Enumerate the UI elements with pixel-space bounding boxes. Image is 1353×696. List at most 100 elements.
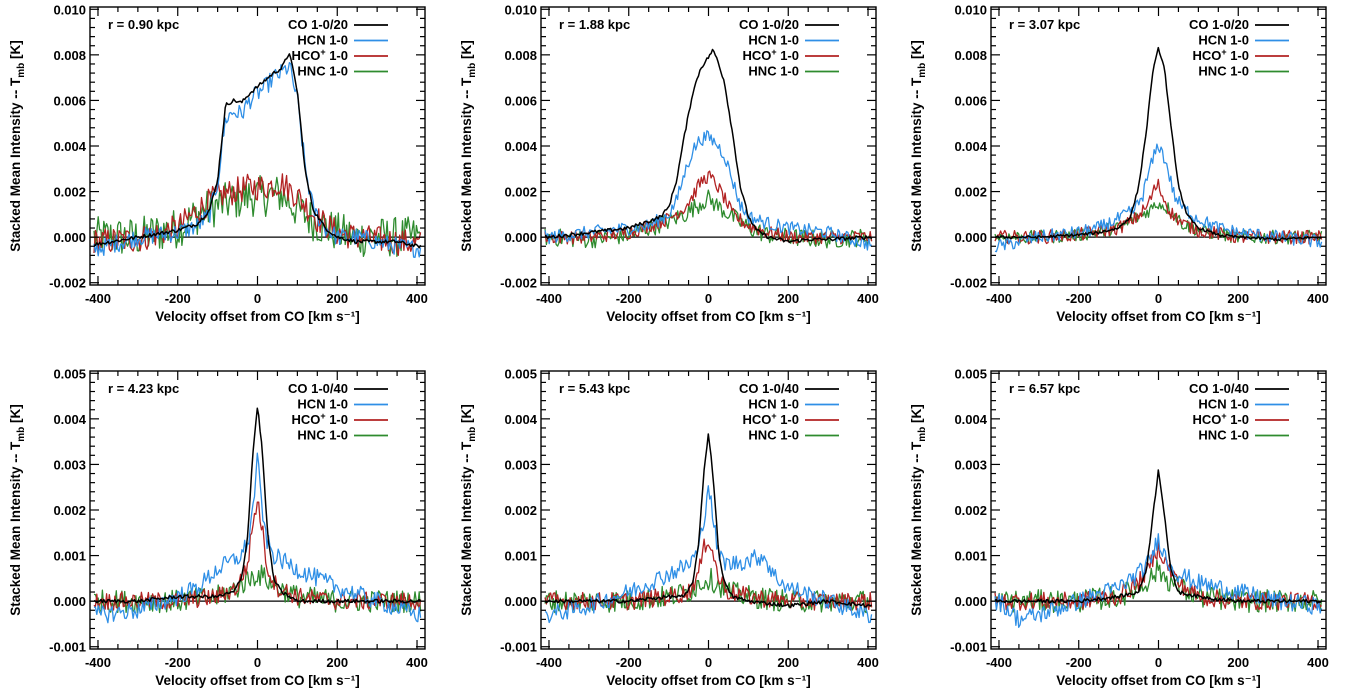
legend-entry-hcn: HCN 1-0	[748, 33, 839, 48]
series-group	[544, 433, 873, 624]
series-group	[994, 46, 1323, 253]
radius-annotation: r = 3.07 kpc	[1009, 17, 1080, 32]
legend-label: CO 1-0/40	[1189, 381, 1249, 396]
x-tick-label: -200	[1066, 291, 1092, 306]
legend-label: HNC 1-0	[1198, 64, 1249, 79]
y-tick-label: 0.002	[504, 503, 537, 518]
legend-entry-hcop: HCO+ 1-0	[1192, 47, 1289, 63]
legend-label: HNC 1-0	[1198, 428, 1249, 443]
legend-label: HCO+ 1-0	[1192, 47, 1249, 63]
radius-annotation: r = 5.43 kpc	[559, 381, 630, 396]
x-tick-label: -400	[85, 655, 111, 670]
y-tick-label: 0.001	[954, 549, 987, 564]
x-tick-label: 400	[857, 655, 879, 670]
x-tick-label: 200	[777, 655, 799, 670]
x-tick-label: -200	[616, 291, 642, 306]
y-tick-label: 0.001	[53, 549, 86, 564]
legend-label: HCO+ 1-0	[291, 47, 348, 63]
legend-label: CO 1-0/20	[288, 17, 348, 32]
y-tick-label: -0.002	[950, 276, 987, 291]
y-axis-label: Stacked Mean Intensity -- Tmb [K]	[909, 40, 928, 252]
x-axis-label: Velocity offset from CO [km s⁻¹]	[606, 673, 810, 688]
y-tick-label: 0.005	[504, 366, 537, 381]
panel-3: -400 -200 0 200 400 -0.002 0.000 0.002 0.004 0.00…	[909, 2, 1329, 324]
series-line-hcn	[93, 452, 422, 624]
panel-4: -400 -200 0 200 400 -0.001 0.000 0.001 0.002 0.00…	[8, 366, 428, 688]
panel-5: -400 -200 0 200 400 -0.001 0.000 0.001 0.002 0.00…	[459, 366, 879, 688]
y-tick-label: 0.002	[53, 185, 86, 200]
x-tick-label: -200	[165, 655, 191, 670]
series-line-hnc	[93, 175, 422, 258]
legend-label: HNC 1-0	[297, 428, 348, 443]
legend-entry-hcn: HCN 1-0	[1198, 33, 1289, 48]
y-tick-label: 0.006	[53, 93, 86, 108]
y-tick-label: 0.005	[954, 366, 987, 381]
x-tick-label: 400	[406, 655, 428, 670]
y-tick-label: 0.008	[504, 48, 537, 63]
series-group	[544, 48, 873, 251]
y-tick-label: -0.001	[49, 640, 86, 655]
series-line-hnc	[994, 202, 1323, 245]
x-tick-label: 0	[705, 291, 712, 306]
radius-annotation: r = 0.90 kpc	[108, 17, 179, 32]
y-tick-label: -0.002	[500, 276, 537, 291]
legend-entry-hcn: HCN 1-0	[297, 33, 388, 48]
series-line-hcop	[544, 538, 873, 611]
legend-label: CO 1-0/20	[739, 17, 799, 32]
x-tick-label: 200	[326, 655, 348, 670]
legend-label: HCO+ 1-0	[291, 411, 348, 427]
legend-label: HNC 1-0	[748, 64, 799, 79]
legend-label: HCN 1-0	[1198, 397, 1249, 412]
panel-1: -400 -200 0 200 400 -0.002 0.000 0.002 0.004 0.00…	[8, 2, 428, 324]
y-tick-label: 0.002	[504, 185, 537, 200]
x-axis-label: Velocity offset from CO [km s⁻¹]	[155, 673, 359, 688]
x-tick-label: 400	[406, 291, 428, 306]
y-tick-label: 0.004	[954, 139, 987, 154]
y-tick-label: 0.004	[504, 412, 537, 427]
y-tick-label: -0.001	[500, 640, 537, 655]
y-tick-label: -0.001	[950, 640, 987, 655]
legend-label: CO 1-0/40	[288, 381, 348, 396]
legend-entry-hnc: HNC 1-0	[297, 64, 388, 79]
x-axis-label: Velocity offset from CO [km s⁻¹]	[155, 309, 359, 324]
legend-label: HCN 1-0	[748, 33, 799, 48]
series-group	[93, 407, 422, 624]
y-tick-label: 0.010	[53, 2, 86, 17]
y-axis-label: Stacked Mean Intensity -- Tmb [K]	[8, 404, 27, 616]
series-line-hcop	[544, 170, 873, 245]
legend-entry-hcn: HCN 1-0	[1198, 397, 1289, 412]
series-line-hcn	[544, 130, 873, 251]
y-tick-label: 0.001	[504, 549, 537, 564]
y-tick-label: -0.002	[49, 276, 86, 291]
y-tick-label: 0.004	[53, 412, 86, 427]
series-line-co	[994, 46, 1323, 242]
legend-entry-co: CO 1-0/40	[1189, 381, 1289, 396]
x-tick-label: -200	[616, 655, 642, 670]
x-tick-label: 400	[1307, 655, 1329, 670]
legend-label: HCN 1-0	[1198, 33, 1249, 48]
y-tick-label: 0.003	[954, 457, 987, 472]
x-tick-label: 200	[777, 291, 799, 306]
legend-entry-hcn: HCN 1-0	[748, 397, 839, 412]
x-tick-label: 0	[1155, 291, 1162, 306]
x-tick-label: -400	[986, 291, 1012, 306]
legend-entry-co: CO 1-0/40	[288, 381, 388, 396]
series-line-co	[544, 48, 873, 244]
series-line-co	[93, 407, 422, 604]
radius-annotation: r = 6.57 kpc	[1009, 381, 1080, 396]
legend-entry-hcop: HCO+ 1-0	[1192, 411, 1289, 427]
y-tick-label: 0.000	[53, 594, 86, 609]
y-tick-label: 0.008	[53, 48, 86, 63]
x-tick-label: 0	[705, 655, 712, 670]
x-tick-label: 400	[857, 291, 879, 306]
y-tick-label: 0.004	[954, 412, 987, 427]
x-tick-label: -200	[1066, 655, 1092, 670]
legend-entry-hcn: HCN 1-0	[297, 397, 388, 412]
y-tick-label: 0.000	[504, 230, 537, 245]
x-tick-label: 200	[326, 291, 348, 306]
